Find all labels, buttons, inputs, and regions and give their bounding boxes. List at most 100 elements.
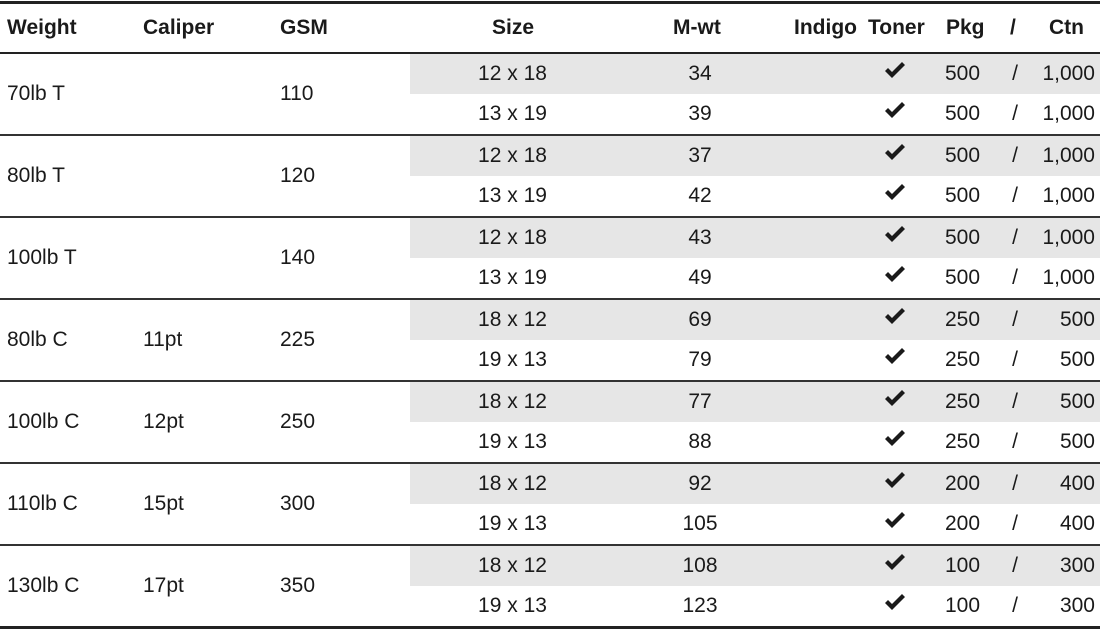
table-row: 12 x 18 43 500 / 1,000 [410,218,1100,258]
slash-cell: / [1012,430,1018,453]
gsm-cell: 250 [280,410,316,433]
size-cell: 13 x 19 [478,102,547,125]
pkg-cell: 500 [944,184,981,207]
table-header: Weight Caliper GSM Size M-wt Indigo Tone… [0,4,1100,52]
header-toner: Toner [868,16,925,39]
ctn-cell: 1,000 [1042,62,1095,85]
mwt-cell: 37 [688,144,712,167]
slash-cell: / [1012,144,1018,167]
top-rule [0,1,1100,4]
toner-cell [875,142,915,170]
ctn-cell: 1,000 [1042,184,1095,207]
ctn-cell: 500 [1059,430,1095,453]
group-divider [0,298,1100,300]
group-divider [0,544,1100,546]
mwt-cell: 49 [688,266,712,289]
header-caliper: Caliper [143,16,215,39]
check-icon [885,472,905,488]
pkg-cell: 250 [944,308,981,331]
pkg-cell: 250 [944,348,981,371]
toner-cell [875,182,915,210]
table-row: 18 x 12 92 200 / 400 [410,464,1100,504]
size-cell: 13 x 19 [478,266,547,289]
check-icon [885,308,905,324]
gsm-cell: 300 [280,492,316,515]
pkg-cell: 100 [944,554,981,577]
slash-cell: / [1012,184,1018,207]
toner-cell [875,224,915,252]
weight-cell: 80lb C [7,328,68,351]
table-row: 13 x 19 49 500 / 1,000 [410,258,1100,298]
table-row: 13 x 19 39 500 / 1,000 [410,94,1100,134]
mwt-cell: 39 [688,102,712,125]
header-slash: / [1010,16,1016,39]
ctn-cell: 400 [1059,512,1095,535]
row-group: 80lb C 11pt 225 18 x 12 69 250/500 19 x 13 79 … [0,300,1100,382]
toner-cell [875,264,915,292]
header-ctn: Ctn [1049,16,1084,39]
mwt-cell: 69 [688,308,712,331]
table-row: 12 x 18 37 500 / 1,000 [410,136,1100,176]
caliper-cell: 11pt [143,328,183,351]
toner-cell [875,60,915,88]
weight-cell: 70lb T [7,82,65,105]
slash-cell: / [1012,348,1018,371]
caliper-cell: 12pt [143,410,184,433]
group-divider [0,216,1100,218]
pkg-cell: 500 [944,102,981,125]
ctn-cell: 300 [1059,594,1095,617]
pkg-cell: 500 [944,266,981,289]
slash-cell: / [1012,512,1018,535]
header-gsm: GSM [280,16,328,39]
gsm-cell: 140 [280,246,316,269]
slash-cell: / [1012,266,1018,289]
bottom-rule [0,626,1100,629]
table-row: 19 x 13 123 100 / 300 [410,586,1100,626]
weight-cell: 130lb C [7,574,80,597]
ctn-cell: 500 [1059,308,1095,331]
mwt-cell: 123 [682,594,718,617]
size-cell: 19 x 13 [478,512,547,535]
mwt-cell: 34 [688,62,712,85]
ctn-cell: 1,000 [1042,226,1095,249]
check-icon [885,226,905,242]
check-icon [885,430,905,446]
check-icon [885,266,905,282]
pkg-cell: 250 [944,430,981,453]
weight-cell: 100lb C [7,410,80,433]
table-row: 12 x 18 34 500 / 1,000 [410,54,1100,94]
check-icon [885,184,905,200]
check-icon [885,102,905,118]
header-pkg: Pkg [946,16,985,39]
check-icon [885,348,905,364]
caliper-cell: 15pt [143,492,184,515]
toner-cell [875,306,915,334]
size-cell: 19 x 13 [478,430,547,453]
size-cell: 18 x 12 [478,554,547,577]
gsm-cell: 110 [280,82,314,105]
table-row: 19 x 13 105 200 / 400 [410,504,1100,544]
header-weight: Weight [7,16,77,39]
pkg-cell: 200 [944,472,981,495]
ctn-cell: 1,000 [1042,266,1095,289]
check-icon [885,512,905,528]
header-rule [0,52,1100,54]
size-cell: 12 x 18 [478,144,547,167]
ctn-cell: 1,000 [1042,144,1095,167]
mwt-cell: 79 [688,348,712,371]
check-icon [885,62,905,78]
weight-cell: 110lb C [7,492,78,515]
pkg-cell: 500 [944,62,981,85]
row-group: 100lb C 12pt 250 18 x 12 77 250 / 500 19 x 13 88… [0,382,1100,464]
slash-cell: / [1012,390,1018,413]
ctn-cell: 500 [1059,348,1095,371]
size-cell: 12 x 18 [478,226,547,249]
table-row: 13 x 19 42 500 / 1,000 [410,176,1100,216]
ctn-cell: 1,000 [1042,102,1095,125]
check-icon [885,554,905,570]
check-icon [885,144,905,160]
toner-cell [875,428,915,456]
check-icon [885,594,905,610]
gsm-cell: 225 [280,328,316,351]
